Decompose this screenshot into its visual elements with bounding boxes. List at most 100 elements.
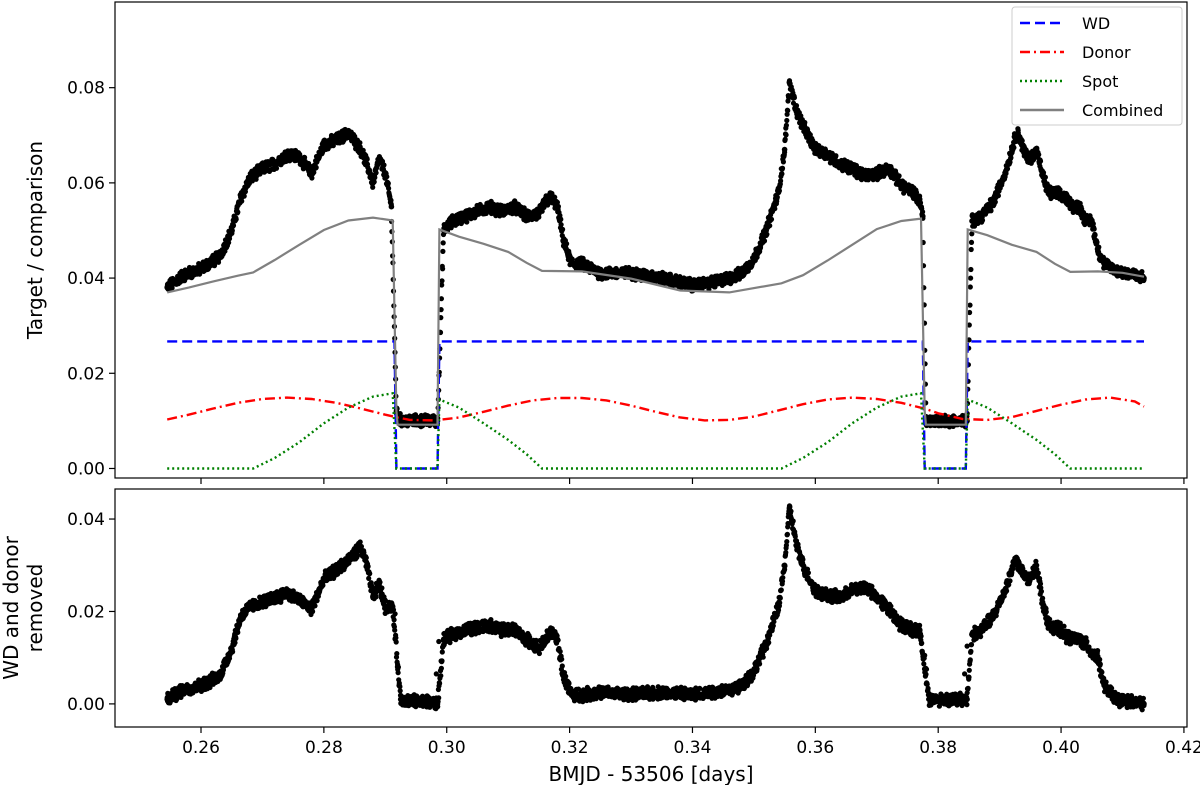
observed-key-point [383, 171, 389, 177]
residual-point [439, 658, 444, 663]
observed-key-point [272, 161, 278, 167]
top-y-tick-label: 0.00 [67, 459, 105, 479]
observed-key-point [800, 123, 806, 129]
observed-point [558, 217, 563, 222]
observed-key-point [389, 204, 395, 210]
observed-key-point [364, 161, 370, 167]
observed-key-point [690, 282, 696, 288]
residual-point [558, 649, 563, 654]
observed-point [374, 170, 379, 175]
observed-point [833, 153, 838, 158]
residual-point [235, 630, 240, 635]
observed-key-point [1089, 218, 1095, 224]
legend-label-spot: Spot [1082, 72, 1118, 91]
observed-key-point [1101, 261, 1107, 267]
observed-point [784, 132, 789, 137]
observed-key-point [708, 280, 714, 286]
observed-key-point [358, 147, 364, 153]
observed-point [968, 276, 973, 281]
observed-key-point [398, 418, 404, 424]
observed-key-point [862, 173, 868, 179]
observed-point [1093, 232, 1098, 237]
observed-key-point [198, 266, 204, 272]
observed-key-point [751, 256, 757, 262]
observed-point [968, 267, 973, 272]
observed-key-point [886, 166, 892, 172]
observed-key-point [849, 166, 855, 172]
observed-key-point [321, 142, 327, 148]
observed-key-point [499, 209, 505, 215]
observed-point [231, 223, 236, 228]
observed-key-point [567, 256, 573, 262]
observed-key-point [739, 271, 745, 277]
observed-point [439, 278, 444, 283]
observed-point [772, 206, 777, 211]
observed-key-point [727, 275, 733, 281]
observed-key-point [978, 213, 984, 219]
observed-point [234, 217, 239, 222]
observed-point [440, 249, 445, 254]
residual-point [392, 617, 397, 622]
observed-key-point [376, 156, 382, 162]
observed-point [314, 165, 319, 170]
observed-key-point [1095, 247, 1101, 253]
observed-key-point [555, 204, 561, 210]
residual-point [394, 639, 399, 644]
residual-point [438, 673, 443, 678]
observed-key-point [1015, 130, 1021, 136]
residual-point [436, 695, 441, 700]
residual-point [394, 651, 399, 656]
residual-point [566, 681, 571, 686]
observed-point [762, 238, 767, 243]
top-y-tick-label: 0.04 [67, 269, 105, 289]
observed-key-point [899, 183, 905, 189]
observed-point [967, 303, 972, 308]
residual-point [559, 657, 564, 662]
residual-point [440, 649, 445, 654]
observed-key-point [229, 228, 235, 234]
observed-key-point [935, 418, 941, 424]
observed-key-point [1021, 149, 1027, 155]
observed-point [1094, 240, 1099, 245]
observed-key-point [969, 218, 975, 224]
observed-point [897, 173, 902, 178]
observed-point [996, 193, 1001, 198]
residual-point [398, 688, 403, 693]
observed-key-point [1058, 192, 1064, 198]
observed-point [464, 219, 469, 224]
observed-point [560, 227, 565, 232]
observed-point [441, 240, 446, 245]
legend-label-combined: Combined [1082, 101, 1163, 120]
observed-point [372, 175, 377, 180]
observed-key-point [450, 218, 456, 224]
residual-point [437, 681, 442, 686]
observed-key-point [238, 194, 244, 200]
observed-point [1038, 159, 1043, 164]
observed-key-point [1028, 156, 1034, 162]
observed-key-point [991, 199, 997, 205]
observed-key-point [462, 213, 468, 219]
observed-key-point [825, 152, 831, 158]
observed-point [767, 223, 772, 228]
observed-key-point [782, 147, 788, 153]
observed-key-point [164, 285, 170, 291]
observed-key-point [297, 154, 303, 160]
observed-key-point [333, 137, 339, 143]
observed-key-point [548, 194, 554, 200]
observed-key-point [776, 190, 782, 196]
top-y-tick-label: 0.08 [67, 79, 105, 99]
observed-point [783, 137, 788, 142]
observed-key-point [1034, 147, 1040, 153]
residual-point [233, 636, 238, 641]
observed-key-point [536, 211, 542, 217]
observed-point [1139, 269, 1144, 274]
residual-point [232, 640, 237, 645]
observed-point [969, 240, 974, 245]
observed-key-point [813, 147, 819, 153]
observed-key-point [628, 271, 634, 277]
observed-key-point [512, 204, 518, 210]
observed-point [784, 118, 789, 123]
residual-point [396, 670, 401, 675]
